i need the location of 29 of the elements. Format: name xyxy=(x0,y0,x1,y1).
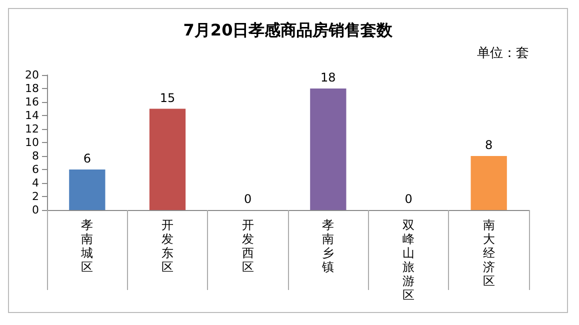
x-tick-label: 开发西区 xyxy=(242,218,254,274)
bar xyxy=(69,170,106,210)
y-tick-label: 0 xyxy=(32,204,39,216)
y-tick-label: 6 xyxy=(32,163,39,176)
x-tick-label: 双峰山旅游区 xyxy=(402,218,414,302)
data-label: 15 xyxy=(160,90,176,105)
y-tick-label: 20 xyxy=(25,68,39,82)
bar xyxy=(149,108,186,210)
y-tick-label: 10 xyxy=(25,136,39,149)
data-label: 6 xyxy=(83,152,91,166)
bar xyxy=(310,88,346,210)
data-label: 18 xyxy=(320,70,336,84)
y-tick-label: 8 xyxy=(32,150,39,162)
y-tick-label: 14 xyxy=(25,109,39,122)
data-label: 8 xyxy=(485,138,493,152)
bar xyxy=(470,156,507,210)
data-label: 0 xyxy=(244,192,252,206)
chart-title: 7月20日孝感商品房销售套数 xyxy=(183,20,394,40)
text: 单位：套 xyxy=(477,46,529,61)
y-tick-label: 16 xyxy=(25,96,39,108)
x-tick-label: 孝南城区 xyxy=(80,218,94,274)
data-label: 0 xyxy=(404,192,412,206)
x-tick-label: 开发东区 xyxy=(162,218,174,274)
y-tick-label: 12 xyxy=(25,122,39,136)
x-tick-label: 南大经济区 xyxy=(482,218,495,288)
y-tick-label: 18 xyxy=(25,82,39,95)
y-tick-label: 4 xyxy=(32,176,39,190)
x-tick-label: 孝南乡镇 xyxy=(321,218,334,274)
y-tick-label: 2 xyxy=(32,190,39,203)
